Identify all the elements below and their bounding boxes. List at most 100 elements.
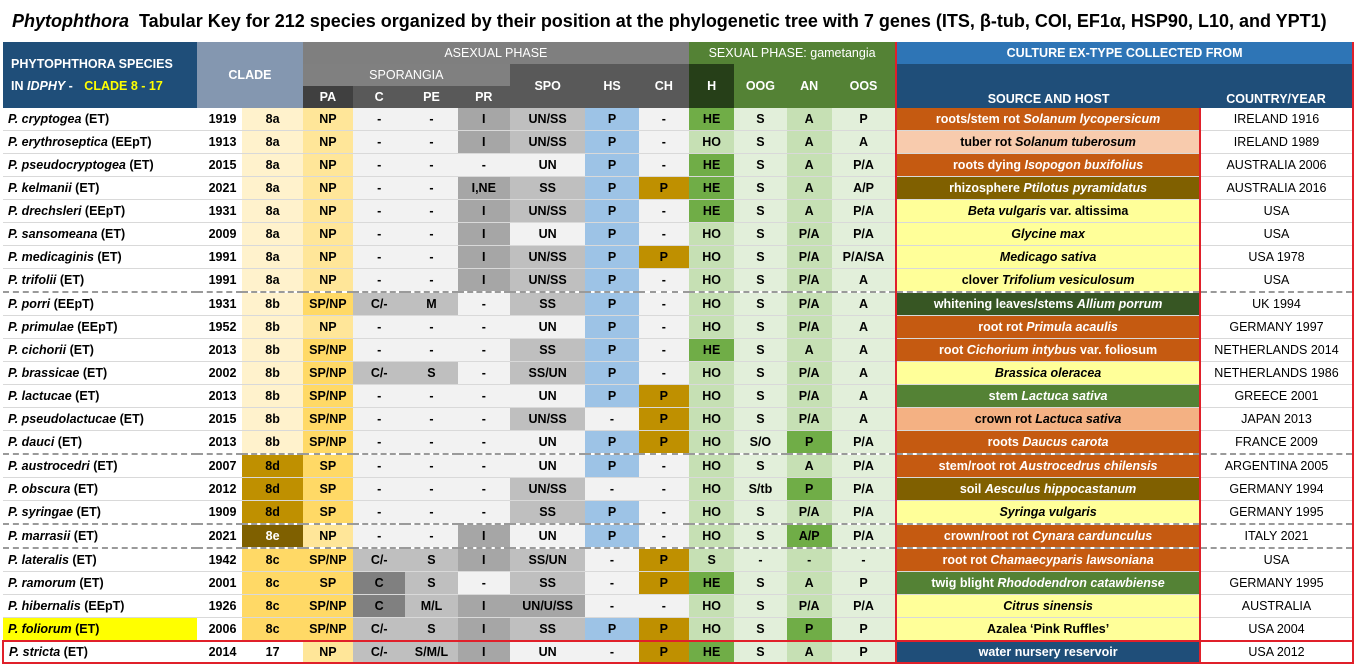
an-cell: P/A bbox=[786, 292, 832, 316]
clade-cell: 8b bbox=[242, 361, 303, 385]
pa-cell: SP/NP bbox=[302, 292, 354, 316]
pa-cell: NP bbox=[302, 176, 354, 200]
oog-cell: S bbox=[734, 292, 787, 316]
pe-cell: S bbox=[405, 361, 458, 385]
species-binomial: P. pseudolactucae bbox=[8, 412, 117, 426]
clade-cell: 8a bbox=[242, 245, 303, 269]
pr-cell: I bbox=[457, 199, 510, 223]
ch-cell: - bbox=[638, 524, 689, 549]
oos-cell: P/A/SA bbox=[831, 245, 897, 269]
table-row: P. foliorum (ET) 2006 8c SP/NP C/- S I SS P P HO S P… bbox=[3, 617, 1355, 642]
species-header-line2: IN IDPHY - CLADE 8 - 17 bbox=[11, 79, 163, 93]
c-cell: - bbox=[353, 130, 406, 154]
year-cell: 2021 bbox=[197, 524, 243, 549]
species-binomial: P. trifolii bbox=[8, 273, 57, 287]
clade-cell: 8b bbox=[242, 315, 303, 339]
ch-cell: - bbox=[638, 153, 689, 177]
species-type-tag: (ET) bbox=[70, 482, 99, 496]
h-cell: S bbox=[688, 548, 735, 572]
pa-cell: NP bbox=[302, 108, 354, 131]
c-cell: - bbox=[353, 430, 406, 455]
species-binomial: P. pseudocryptogea bbox=[8, 158, 126, 172]
clade-cell: 8a bbox=[242, 130, 303, 154]
species-name: P. drechsleri (EEpT) bbox=[3, 199, 198, 223]
table-row: P. sansomeana (ET) 2009 8a NP - - I UN P - HO S P/A P… bbox=[3, 222, 1355, 246]
pe-cell: M/L bbox=[405, 594, 458, 618]
ch-cell: - bbox=[638, 594, 689, 618]
an-cell: P/A bbox=[786, 361, 832, 385]
pr-cell: - bbox=[457, 571, 510, 595]
clade-cell: 8b bbox=[242, 430, 303, 455]
pe-cell: M bbox=[405, 292, 458, 316]
an-cell: P bbox=[786, 430, 832, 455]
species-type-tag: (ET) bbox=[81, 112, 110, 126]
an-cell: A bbox=[786, 108, 832, 131]
page-title: Phytophthora Tabular Key for 212 species… bbox=[0, 0, 1357, 42]
year-cell: 1909 bbox=[197, 500, 243, 525]
oos-cell: P bbox=[831, 640, 897, 664]
species-binomial: P. hibernalis bbox=[8, 599, 81, 613]
clade-cell: 8b bbox=[242, 384, 303, 408]
species-type-tag: (ET) bbox=[71, 389, 100, 403]
species-rows: P. cryptogea (ET) 1919 8a NP - - I UN/SS P - HE S A P… bbox=[1, 108, 1355, 664]
species-type-tag: (ET) bbox=[93, 250, 122, 264]
species-name: P. pseudocryptogea (ET) bbox=[3, 153, 198, 177]
h-cell: HO bbox=[688, 430, 735, 455]
clade-cell: 8c bbox=[242, 594, 303, 618]
year-cell: 2013 bbox=[197, 338, 243, 362]
table-row: P. trifolii (ET) 1991 8a NP - - I UN/SS P - HO S P/A… bbox=[3, 268, 1355, 293]
country-year-cell: USA 1978 bbox=[1198, 245, 1355, 269]
country-year-cell: USA 2004 bbox=[1198, 617, 1355, 642]
ch-cell: - bbox=[638, 361, 689, 385]
species-name: P. ramorum (ET) bbox=[3, 571, 198, 595]
species-name: P. porri (EEpT) bbox=[3, 292, 198, 316]
clade-cell: 8a bbox=[242, 176, 303, 200]
an-cell: P/A bbox=[786, 594, 832, 618]
pe-cell: S bbox=[405, 617, 458, 642]
species-type-tag: (ET) bbox=[68, 553, 97, 567]
spo-cell: UN bbox=[509, 315, 586, 339]
oog-cell: S bbox=[734, 361, 787, 385]
pa-cell: SP/NP bbox=[302, 384, 354, 408]
h-cell: HO bbox=[688, 407, 735, 431]
oog-cell: S bbox=[734, 199, 787, 223]
pe-cell: - bbox=[405, 500, 458, 525]
source-host-cell: Citrus sinensis bbox=[895, 594, 1200, 618]
oos-cell: P/A bbox=[831, 199, 897, 223]
pa-cell: NP bbox=[302, 130, 354, 154]
country-year-cell: AUSTRALIA 2006 bbox=[1198, 153, 1355, 177]
species-type-tag: (ET) bbox=[71, 622, 100, 636]
country-year-cell: ITALY 2021 bbox=[1198, 524, 1355, 549]
an-cell: P/A bbox=[786, 245, 832, 269]
species-name: P. stricta (ET) bbox=[1, 640, 198, 664]
pr-cell: I bbox=[457, 548, 510, 572]
oos-cell: P/A bbox=[831, 454, 897, 478]
h-cell: HO bbox=[688, 315, 735, 339]
hs-cell: P bbox=[585, 130, 639, 154]
table-row: P. cryptogea (ET) 1919 8a NP - - I UN/SS P - HE S A P… bbox=[3, 108, 1355, 131]
an-cell: P bbox=[786, 477, 832, 501]
pa-cell: SP bbox=[302, 454, 354, 478]
country-year-cell: GERMANY 1997 bbox=[1198, 315, 1355, 339]
species-binomial: P. marrasii bbox=[8, 529, 71, 543]
spo-cell: UN/SS bbox=[509, 407, 586, 431]
an-cell: P/A bbox=[786, 407, 832, 431]
table-row: P. medicaginis (ET) 1991 8a NP - - I UN/SS P P HO S… bbox=[3, 245, 1355, 269]
oos-cell: P bbox=[831, 617, 897, 642]
species-name: P. syringae (ET) bbox=[3, 500, 198, 525]
pe-cell: - bbox=[405, 153, 458, 177]
species-binomial: P. sansomeana bbox=[8, 227, 98, 241]
country-year-cell: NETHERLANDS 1986 bbox=[1198, 361, 1355, 385]
clade-cell: 17 bbox=[242, 640, 303, 664]
spo-cell: SS bbox=[509, 176, 586, 200]
year-cell: 2015 bbox=[197, 407, 243, 431]
c-cell: - bbox=[353, 315, 406, 339]
table-row: P. pseudolactucae (ET) 2015 8b SP/NP - - - UN/S… bbox=[3, 407, 1355, 431]
pe-cell: - bbox=[405, 454, 458, 478]
species-name: P. primulae (EEpT) bbox=[3, 315, 198, 339]
year-cell: 1952 bbox=[197, 315, 243, 339]
oos-cell: A bbox=[831, 407, 897, 431]
h-cell: HO bbox=[688, 292, 735, 316]
spo-cell: UN bbox=[509, 454, 586, 478]
pa-cell: SP bbox=[302, 477, 354, 501]
